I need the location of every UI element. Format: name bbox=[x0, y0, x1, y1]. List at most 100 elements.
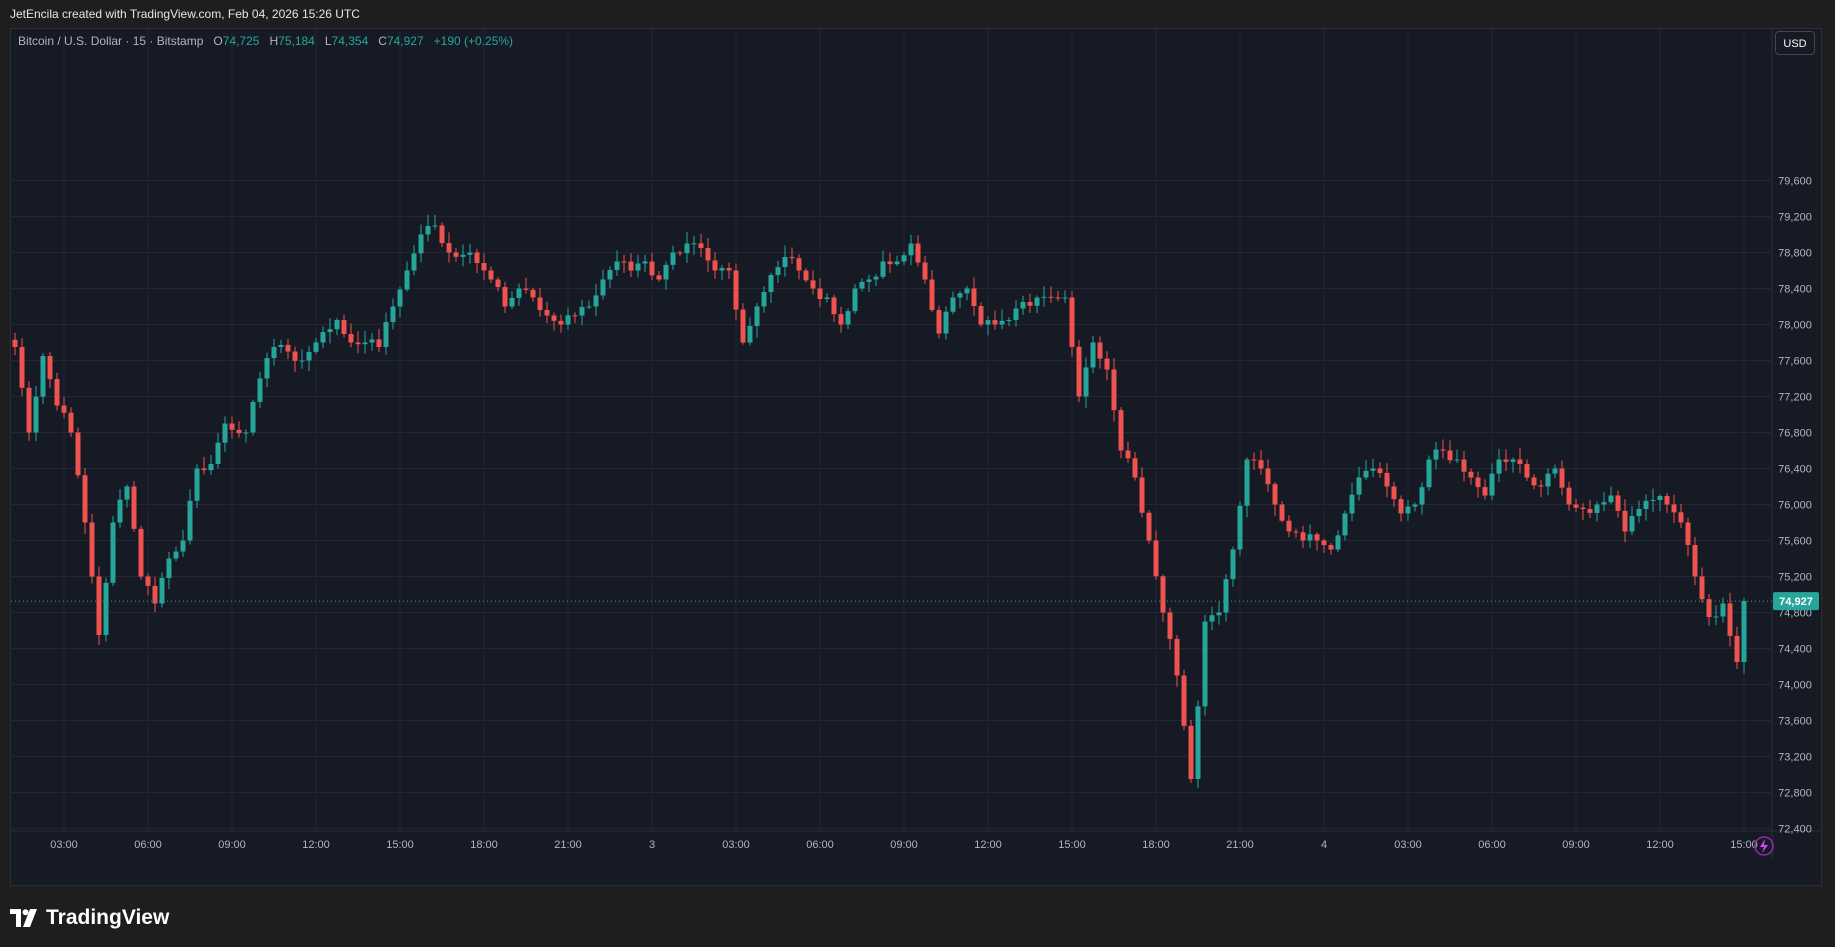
candle-body[interactable] bbox=[1104, 358, 1110, 370]
candle-body[interactable] bbox=[761, 292, 767, 307]
candle-body[interactable] bbox=[1132, 458, 1138, 478]
candle-body[interactable] bbox=[1356, 477, 1362, 495]
candle-body[interactable] bbox=[887, 261, 893, 265]
candle-body[interactable] bbox=[1524, 463, 1530, 478]
candle-body[interactable] bbox=[1237, 505, 1243, 550]
candle-body[interactable] bbox=[1685, 522, 1691, 545]
candle-body[interactable] bbox=[1412, 504, 1418, 507]
candle-body[interactable] bbox=[502, 287, 508, 307]
candle-body[interactable] bbox=[915, 243, 921, 263]
candle-body[interactable] bbox=[593, 295, 599, 307]
candle-body[interactable] bbox=[1195, 706, 1201, 779]
candle-body[interactable] bbox=[313, 342, 319, 352]
candle-body[interactable] bbox=[173, 551, 179, 559]
candle-body[interactable] bbox=[1664, 495, 1670, 505]
candle-body[interactable] bbox=[1398, 499, 1404, 514]
candle-body[interactable] bbox=[642, 261, 648, 264]
candle-body[interactable] bbox=[1573, 504, 1579, 508]
candle-body[interactable] bbox=[1734, 635, 1740, 662]
candle-body[interactable] bbox=[1727, 603, 1733, 636]
symbol-title[interactable]: Bitcoin / U.S. Dollar · 15 · Bitstamp bbox=[18, 34, 204, 48]
candle-body[interactable] bbox=[1097, 342, 1103, 359]
candle-body[interactable] bbox=[866, 279, 872, 282]
candle-body[interactable] bbox=[908, 243, 914, 256]
candle-body[interactable] bbox=[1244, 459, 1250, 506]
candle-body[interactable] bbox=[187, 500, 193, 541]
candle-body[interactable] bbox=[341, 320, 347, 335]
candle-body[interactable] bbox=[460, 254, 466, 257]
candle-body[interactable] bbox=[1027, 302, 1033, 306]
candle-body[interactable] bbox=[40, 356, 46, 397]
candle-body[interactable] bbox=[628, 261, 634, 271]
candle-body[interactable] bbox=[936, 310, 942, 334]
candle-body[interactable] bbox=[1251, 459, 1257, 461]
candle-body[interactable] bbox=[1475, 477, 1481, 488]
candle-body[interactable] bbox=[656, 275, 662, 280]
candle-body[interactable] bbox=[68, 412, 74, 433]
candle-body[interactable] bbox=[306, 351, 312, 361]
tradingview-brand[interactable]: TradingView bbox=[10, 904, 169, 932]
candle-body[interactable] bbox=[1118, 410, 1124, 451]
candle-body[interactable] bbox=[999, 320, 1005, 325]
candle-body[interactable] bbox=[411, 253, 417, 271]
candle-body[interactable] bbox=[481, 263, 487, 271]
candle-body[interactable] bbox=[327, 329, 333, 333]
candle-body[interactable] bbox=[103, 582, 109, 635]
candle-body[interactable] bbox=[404, 270, 410, 290]
candle-body[interactable] bbox=[1419, 487, 1425, 505]
candle-body[interactable] bbox=[523, 288, 529, 290]
candle-body[interactable] bbox=[299, 360, 305, 362]
candle-body[interactable] bbox=[229, 423, 235, 430]
candle-body[interactable] bbox=[775, 267, 781, 275]
candle-body[interactable] bbox=[880, 261, 886, 277]
candle-body[interactable] bbox=[1538, 485, 1544, 487]
candle-body[interactable] bbox=[243, 432, 249, 434]
candle-body[interactable] bbox=[1258, 460, 1264, 469]
candle-body[interactable] bbox=[1363, 470, 1369, 478]
candle-body[interactable] bbox=[1293, 531, 1299, 533]
candle-body[interactable] bbox=[1174, 638, 1180, 676]
candle-body[interactable] bbox=[1391, 486, 1397, 500]
candle-body[interactable] bbox=[467, 252, 473, 255]
candle-body[interactable] bbox=[1230, 549, 1236, 580]
candle-body[interactable] bbox=[1706, 599, 1712, 617]
candle-body[interactable] bbox=[1279, 504, 1285, 521]
candle-body[interactable] bbox=[1083, 367, 1089, 397]
candle-body[interactable] bbox=[1188, 725, 1194, 779]
candle-body[interactable] bbox=[1006, 320, 1012, 321]
candle-body[interactable] bbox=[544, 309, 550, 316]
candle-body[interactable] bbox=[110, 522, 116, 583]
candle-body[interactable] bbox=[222, 423, 228, 443]
candle-body[interactable] bbox=[292, 351, 298, 361]
candle-body[interactable] bbox=[537, 297, 543, 310]
candle-body[interactable] bbox=[285, 344, 291, 352]
candle-body[interactable] bbox=[1636, 509, 1642, 517]
candle-body[interactable] bbox=[712, 260, 718, 271]
candle-body[interactable] bbox=[614, 261, 620, 271]
candle-body[interactable] bbox=[1629, 516, 1635, 532]
candle-body[interactable] bbox=[1335, 535, 1341, 550]
candle-body[interactable] bbox=[1454, 459, 1460, 461]
candle-body[interactable] bbox=[698, 243, 704, 248]
candle-body[interactable] bbox=[96, 576, 102, 635]
candle-body[interactable] bbox=[1272, 484, 1278, 505]
candle-body[interactable] bbox=[453, 252, 459, 257]
candle-body[interactable] bbox=[1692, 544, 1698, 577]
candle-body[interactable] bbox=[943, 311, 949, 334]
candle-body[interactable] bbox=[957, 293, 963, 298]
candle-body[interactable] bbox=[1650, 500, 1656, 501]
candle-body[interactable] bbox=[1062, 297, 1068, 299]
candle-body[interactable] bbox=[579, 306, 585, 316]
candle-body[interactable] bbox=[271, 347, 277, 359]
candle-body[interactable] bbox=[1034, 297, 1040, 306]
candle-body[interactable] bbox=[264, 358, 270, 379]
candle-body[interactable] bbox=[397, 289, 403, 307]
candle-body[interactable] bbox=[964, 288, 970, 294]
candle-body[interactable] bbox=[565, 315, 571, 325]
candle-body[interactable] bbox=[796, 258, 802, 271]
candle-body[interactable] bbox=[705, 248, 711, 261]
candle-body[interactable] bbox=[670, 252, 676, 265]
candle-body[interactable] bbox=[138, 528, 144, 577]
candle-body[interactable] bbox=[1468, 471, 1474, 478]
candle-body[interactable] bbox=[719, 267, 725, 271]
